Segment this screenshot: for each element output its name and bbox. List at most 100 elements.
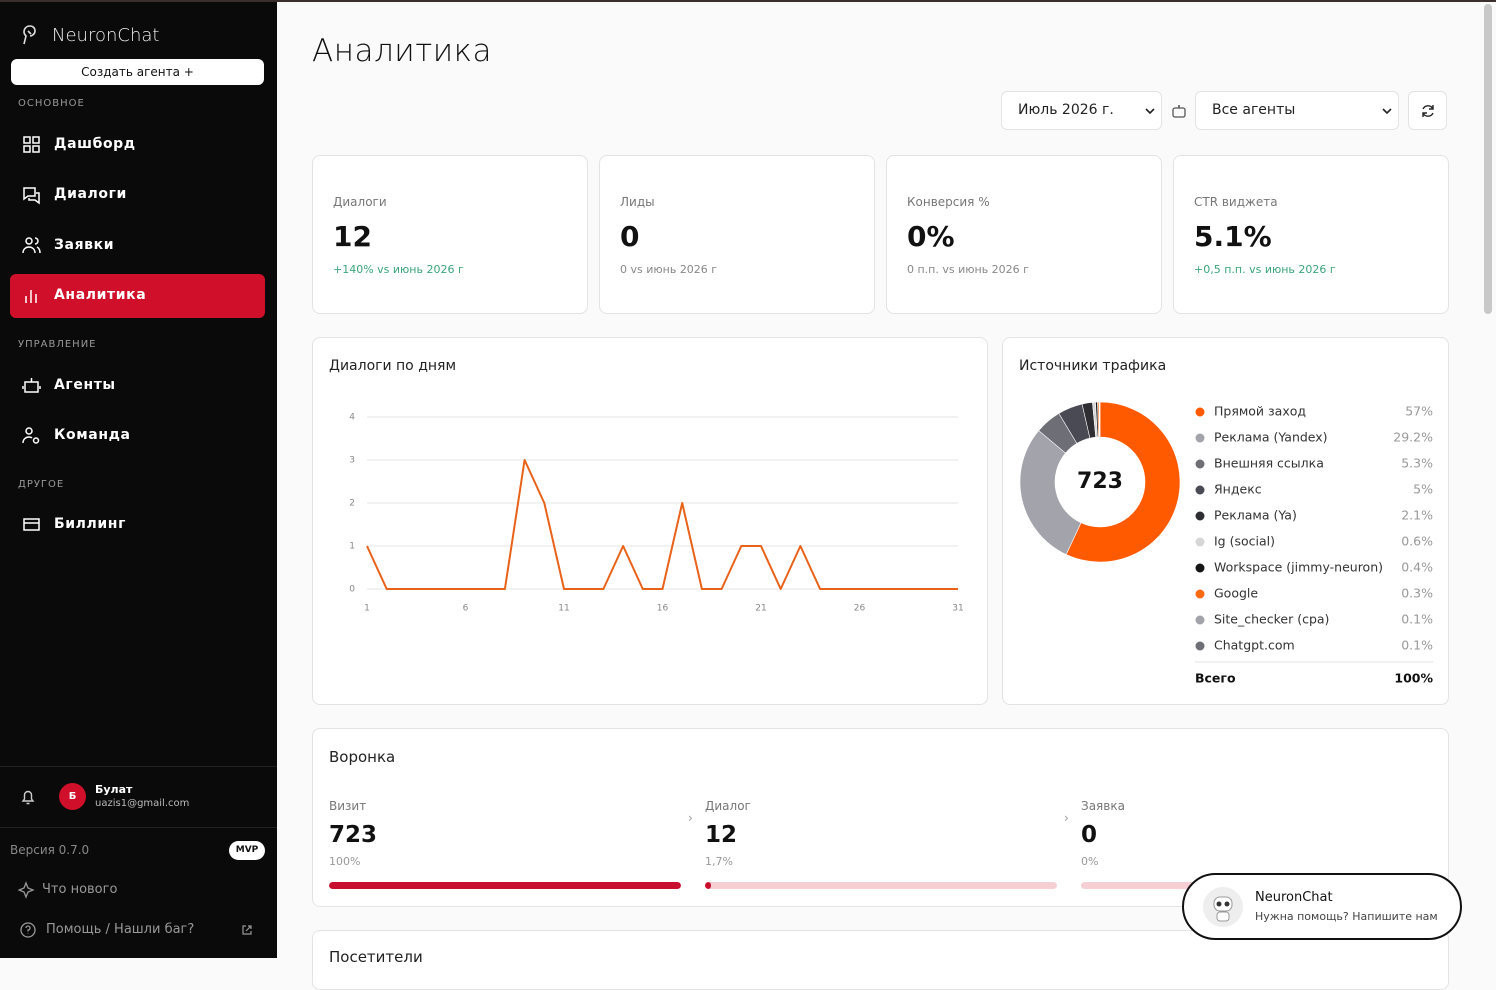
kpi-card: CTR виджета 5.1% +0,5 п.п. vs июнь 2026 г — [1173, 155, 1449, 314]
pie-chart: Источники трафика Прямой заход 57% Реклама … — [1019, 358, 1433, 686]
legend-dot — [1195, 563, 1205, 573]
nav-label: Биллинг — [54, 516, 126, 532]
help-icon — [20, 922, 36, 938]
chart-title: Диалоги по дням — [329, 358, 456, 374]
divider — [0, 766, 277, 767]
user-name: Булат — [95, 783, 133, 796]
legend-dot — [1195, 407, 1205, 417]
nav-icon — [25, 290, 37, 303]
x-tick-label: 21 — [755, 604, 766, 614]
nav-item[interactable]: Команда — [10, 414, 265, 458]
step-label: Диалог — [705, 799, 751, 813]
period-select[interactable]: Июль 2026 г. — [1001, 91, 1162, 130]
nav-icon — [22, 427, 40, 444]
refresh-icon — [1422, 105, 1434, 117]
kpi-card: Конверсия % 0% 0 п.п. vs июнь 2026 г — [886, 155, 1162, 314]
widget-subtitle: Нужна помощь? Напишите нам — [1255, 910, 1438, 923]
dialogs-card: Диалоги по дням 0 1 2 3 4 1 6 11 16 21 26 31 — [312, 337, 988, 705]
kpi-card: Диалоги 12 +140% vs июнь 2026 г — [312, 155, 588, 314]
brand: NeuronChat — [52, 25, 160, 46]
legend-value: 0.6% — [1401, 534, 1433, 549]
nav-item[interactable]: Заявки — [10, 224, 265, 268]
top-border — [0, 0, 1496, 2]
kpi-label: CTR виджета — [1194, 195, 1278, 209]
legend-dot — [1195, 511, 1205, 521]
sparkle-icon — [18, 881, 35, 899]
visitors-title: Посетители — [329, 948, 423, 966]
version: Версия 0.7.0 — [10, 843, 90, 857]
y-tick-label: 1 — [349, 542, 355, 552]
legend-value: 0.1% — [1401, 638, 1433, 653]
pie-slice — [1099, 401, 1101, 438]
nav-item[interactable]: Аналитика — [10, 274, 265, 318]
whats-new-link[interactable]: Что нового — [42, 882, 118, 897]
x-tick-label: 16 — [657, 604, 669, 614]
sidebar: NeuronChat Создать агента + Б Булат uazi… — [0, 2, 277, 958]
avatar[interactable]: Б — [59, 783, 86, 810]
chevron: › — [688, 811, 693, 825]
x-tick-label: 26 — [854, 604, 866, 614]
legend-dot — [1195, 537, 1205, 547]
funnel-title: Воронка — [329, 748, 396, 766]
legend-dot — [1195, 485, 1205, 495]
nav-label: Команда — [54, 427, 131, 443]
step-track — [329, 882, 681, 889]
legend-label: Site_checker (cpa) — [1214, 612, 1329, 627]
robot-icon — [1213, 896, 1233, 922]
refresh-button[interactable] — [1408, 91, 1447, 130]
legend-label: Workspace (jimmy-neuron) — [1214, 560, 1383, 575]
icon-path — [25, 290, 37, 303]
legend-value: 2.1% — [1401, 508, 1433, 523]
y-tick-label: 0 — [349, 585, 355, 595]
nav-item[interactable]: Агенты — [10, 364, 265, 408]
kpi-label: Конверсия % — [907, 195, 990, 209]
legend-value: 0.3% — [1401, 586, 1433, 601]
bell-icon[interactable] — [20, 788, 36, 806]
legend-value: 0.4% — [1401, 560, 1433, 575]
agent-select[interactable]: Все агенты — [1195, 91, 1399, 130]
y-tick-label: 4 — [349, 413, 355, 423]
step-value: 12 — [705, 822, 738, 848]
divider — [0, 827, 277, 828]
legend-label: Google — [1214, 586, 1258, 601]
step-label: Визит — [329, 799, 367, 813]
icon-path — [22, 427, 40, 444]
legend-dot — [1195, 433, 1205, 443]
y-tick-label: 3 — [349, 456, 355, 466]
nav-item[interactable]: Биллинг — [10, 503, 265, 547]
step-bar — [705, 882, 711, 889]
nav-item[interactable]: Дашборд — [10, 123, 265, 167]
legend-label: Chatgpt.com — [1214, 638, 1295, 653]
legend-label: Реклама (Ya) — [1214, 508, 1297, 523]
step-percent: 1,7% — [705, 855, 733, 868]
nav-item[interactable]: Диалоги — [10, 173, 265, 217]
external-icon — [242, 925, 252, 935]
kpi-delta: +0,5 п.п. vs июнь 2026 г — [1194, 263, 1336, 276]
agent-value: Все агенты — [1212, 102, 1296, 118]
nav-icon — [23, 518, 40, 531]
create-agent-button[interactable]: Создать агента + — [11, 59, 264, 85]
x-tick-label: 6 — [463, 604, 469, 614]
icon-path — [23, 518, 40, 531]
legend-value: 29.2% — [1393, 430, 1433, 445]
nav-label: Дашборд — [54, 136, 136, 152]
x-tick-label: 1 — [364, 604, 370, 614]
nav-label: Заявки — [54, 237, 115, 253]
kpi-delta: 0 vs июнь 2026 г — [620, 263, 718, 276]
nav-label: Аналитика — [54, 287, 147, 303]
logo — [23, 25, 36, 45]
x-tick-label: 11 — [558, 604, 569, 614]
help-link[interactable]: Помощь / Нашли баг? — [46, 922, 195, 937]
nav-icon — [22, 237, 41, 254]
legend-value: 57% — [1405, 404, 1433, 419]
nav-label: Агенты — [54, 377, 116, 393]
chart-title: Источники трафика — [1019, 358, 1166, 374]
chat-widget[interactable]: NeuronChat Нужна помощь? Напишите нам — [1182, 873, 1462, 940]
legend-label: Яндекс — [1214, 482, 1262, 497]
kpi-value: 0 — [620, 220, 640, 253]
icon-path — [23, 187, 40, 205]
nav-icon — [23, 187, 40, 205]
kpi-label: Лиды — [620, 195, 655, 209]
legend-label: Прямой заход — [1214, 404, 1306, 419]
